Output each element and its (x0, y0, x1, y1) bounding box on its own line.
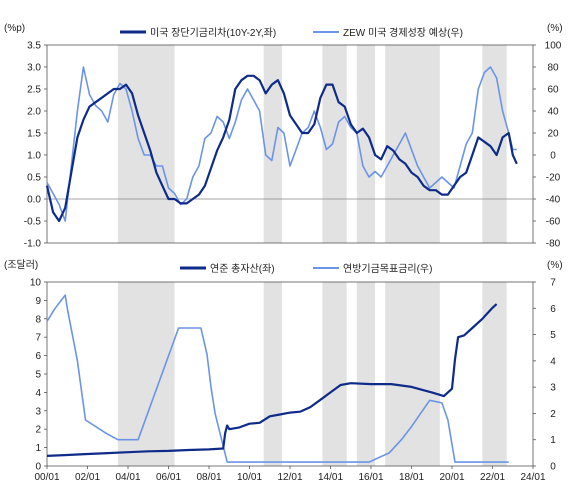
left-tick-label: 8 (35, 314, 41, 325)
left-tick-label: 0 (35, 462, 41, 473)
shaded-band (356, 45, 376, 243)
right-tick-label: 0 (550, 462, 556, 473)
shaded-band (356, 282, 376, 466)
x-tick-label: 02/01 (75, 472, 100, 483)
right-tick-label: -20 (546, 173, 561, 184)
series-line (45, 74, 518, 223)
left-tick-label: 0.5 (27, 173, 41, 184)
right-tick-label: 1 (550, 435, 556, 446)
shaded-band (263, 45, 282, 243)
x-tick-label: 20/01 (439, 472, 464, 483)
left-tick-label: -0.5 (24, 217, 42, 228)
right-tick-label: 100 (545, 41, 562, 52)
left-tick-label: 1.5 (27, 129, 41, 140)
left-tick-label: 3.5 (27, 41, 41, 52)
legend-label: 연준 총자산(좌) (210, 263, 275, 275)
shaded-band (322, 282, 347, 466)
x-tick-label: 10/01 (237, 472, 262, 483)
x-tick-label: 00/01 (34, 472, 59, 483)
shaded-band (482, 282, 507, 466)
right-tick-label: 4 (550, 356, 556, 367)
left-tick-label: 2.5 (27, 85, 41, 96)
left-tick-label: 4 (35, 388, 41, 399)
x-tick-label: 08/01 (196, 472, 221, 483)
x-tick-label: 12/01 (277, 472, 302, 483)
left-tick-label: 6 (35, 351, 41, 362)
shaded-band (322, 45, 347, 243)
right-tick-label: 60 (547, 85, 559, 96)
right-unit-label: (%) (547, 260, 563, 271)
legend-label: 연방기금목표금리(우) (343, 263, 432, 275)
left-tick-label: 5 (35, 370, 41, 381)
series-line (46, 294, 509, 463)
left-tick-label: 2 (35, 425, 41, 436)
left-tick-label: 7 (35, 333, 41, 344)
left-tick-label: 0.0 (27, 195, 41, 206)
left-tick-label: 9 (35, 296, 41, 307)
right-tick-label: 6 (550, 304, 556, 315)
x-tick-label: 06/01 (156, 472, 181, 483)
left-tick-label: 1 (35, 443, 41, 454)
x-tick-label: 16/01 (358, 472, 383, 483)
right-tick-label: 7 (550, 278, 556, 289)
left-tick-label: 3 (35, 406, 41, 417)
shaded-band (385, 282, 440, 466)
right-tick-label: -40 (546, 195, 561, 206)
plot-frame (46, 44, 534, 244)
right-tick-label: 0 (550, 151, 556, 162)
right-tick-label: -60 (546, 217, 561, 228)
right-tick-label: -80 (546, 239, 561, 250)
series-line (46, 303, 498, 457)
x-tick-label: 04/01 (115, 472, 140, 483)
legend-label: ZEW 미국 경제성장 예상(우) (343, 26, 463, 39)
right-tick-label: 20 (547, 129, 559, 140)
legend-label: 미국 장단기금리차(10Y-2Y,좌) (150, 27, 276, 39)
series-line (46, 66, 517, 222)
right-tick-label: 5 (550, 330, 556, 341)
shaded-band (385, 45, 440, 243)
left-tick-label: 3.0 (27, 63, 41, 74)
x-tick-label: 18/01 (399, 472, 424, 483)
right-tick-label: 2 (550, 409, 556, 420)
x-tick-label: 22/01 (480, 472, 505, 483)
x-tick-label: 14/01 (318, 472, 343, 483)
left-tick-label: 1.0 (27, 151, 41, 162)
left-tick-label: -1.0 (24, 239, 42, 250)
right-tick-label: 40 (547, 107, 559, 118)
shaded-band (117, 282, 175, 466)
right-tick-label: 80 (547, 63, 559, 74)
left-tick-label: 2.0 (27, 107, 41, 118)
right-tick-label: 3 (550, 383, 556, 394)
shaded-band (117, 45, 175, 243)
left-unit-label: (조달러) (4, 259, 38, 271)
left-unit-label: (%p) (4, 23, 25, 34)
right-unit-label: (%) (547, 23, 563, 34)
left-tick-label: 10 (30, 278, 42, 289)
shaded-band (263, 282, 282, 466)
x-tick-label: 24/01 (520, 472, 545, 483)
